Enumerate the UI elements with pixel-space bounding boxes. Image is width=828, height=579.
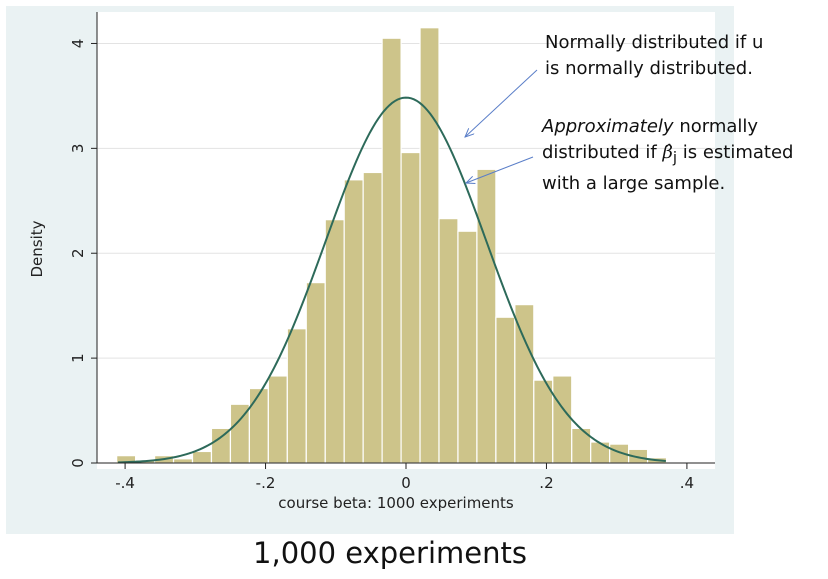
histogram-bar bbox=[381, 37, 402, 464]
histogram-bar bbox=[400, 151, 421, 464]
histogram-bars bbox=[116, 27, 668, 464]
annotation-normal-line1: Normally distributed if u bbox=[545, 32, 764, 53]
annotation-approx-line2: distributed if β̂j is estimated bbox=[542, 140, 793, 171]
histogram-bar bbox=[343, 179, 364, 464]
y-tick-label: 4 bbox=[69, 39, 87, 49]
x-tick-label: 0 bbox=[401, 474, 411, 492]
x-axis-ticks: -.4 -.2 0 .2 .4 bbox=[115, 463, 694, 492]
density-curve-layer bbox=[118, 96, 666, 464]
y-axis-ticks: 0 1 2 3 4 bbox=[69, 39, 97, 468]
histogram-bar bbox=[324, 219, 345, 464]
histogram-bar bbox=[419, 27, 440, 464]
annotation-approx-rest: normally bbox=[673, 116, 759, 137]
annotation-approx-pre: distributed if bbox=[542, 142, 663, 163]
x-tick-label: .4 bbox=[680, 474, 694, 492]
histogram-bar bbox=[248, 387, 269, 464]
chart-frame: -.4 -.2 0 .2 .4 0 1 2 3 4 course beta: 1000 expe… bbox=[6, 6, 734, 534]
annotation-approx-line1: Approximately normally bbox=[542, 114, 793, 140]
histogram-bar bbox=[362, 171, 383, 464]
x-tick-label: -.4 bbox=[115, 474, 135, 492]
histogram-chart: -.4 -.2 0 .2 .4 0 1 2 3 4 course beta: 1000 expe… bbox=[28, 12, 715, 512]
histogram-bar bbox=[495, 316, 516, 464]
histogram-bar bbox=[552, 375, 573, 464]
normal-density-curve bbox=[118, 96, 666, 464]
histogram-bar bbox=[286, 328, 307, 464]
histogram-bar bbox=[533, 379, 554, 464]
x-axis-title: course beta: 1000 experiments bbox=[278, 494, 514, 512]
y-tick-label: 1 bbox=[69, 353, 87, 363]
annotation-approximate: Approximately normally distributed if β̂… bbox=[542, 114, 793, 197]
annotation-approx-post: is estimated bbox=[677, 142, 794, 163]
annotation-normal: Normally distributed if u is normally di… bbox=[545, 30, 763, 82]
beta-subscript: j bbox=[672, 148, 678, 167]
histogram-bar bbox=[514, 304, 535, 464]
beta-hat-symbol: β̂ bbox=[662, 142, 673, 163]
histogram-bar bbox=[210, 427, 232, 464]
y-tick-label: 3 bbox=[69, 144, 87, 154]
annotation-approx-italic: Approximately bbox=[542, 116, 674, 137]
slide-caption: 1,000 experiments bbox=[253, 536, 527, 570]
histogram-bar bbox=[172, 458, 194, 464]
histogram-bar bbox=[438, 218, 459, 464]
y-axis-title: Density bbox=[28, 220, 46, 277]
histogram-bar bbox=[305, 282, 326, 464]
y-tick-label: 0 bbox=[69, 458, 87, 468]
histogram-bar bbox=[590, 441, 611, 464]
y-tick-label: 2 bbox=[69, 248, 87, 258]
x-tick-label: .2 bbox=[539, 474, 553, 492]
annotation-normal-line2: is normally distributed. bbox=[545, 58, 753, 79]
histogram-bar bbox=[476, 168, 497, 464]
x-tick-label: -.2 bbox=[256, 474, 276, 492]
annotation-approx-line3: with a large sample. bbox=[542, 172, 726, 194]
histogram-bar bbox=[191, 450, 213, 464]
histogram-bar bbox=[267, 375, 288, 464]
histogram-bar bbox=[457, 230, 478, 464]
